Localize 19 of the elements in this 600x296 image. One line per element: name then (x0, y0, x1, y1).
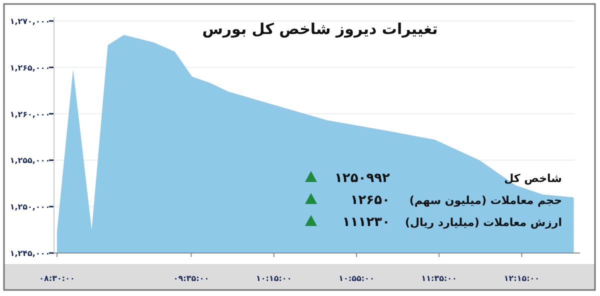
annotation: ۱۲۶۵۰ (350, 193, 390, 208)
x-tick-label: ۱۱:۳۵:۰۰ (421, 274, 457, 283)
annotation: حجم معاملات (میلیون سهم) (409, 194, 562, 207)
y-tick-label: ۱,۲۴۵,۰۰۰ (10, 249, 50, 258)
annotation: ۱۱۱۲۳۰ (342, 215, 390, 230)
x-tick-label: ۰۸:۳۰:۰۰ (39, 274, 75, 283)
x-tick-label: ۱۰:۵۵:۰۰ (338, 274, 374, 283)
x-tick-label: ۱۰:۱۵:۰۰ (256, 274, 292, 283)
annotation: ۱۲۵۰۹۹۲ (334, 171, 390, 186)
annotation: شاخص کل (504, 172, 562, 185)
x-tick-label: ۰۹:۳۵:۰۰ (173, 274, 210, 283)
y-tick-label: ۱,۲۵۰,۰۰۰ (10, 202, 50, 212)
x-tick-label: ۱۲:۱۵:۰۰ (504, 274, 540, 283)
annotation: ارزش معاملات (میلیارد ریال) (404, 216, 562, 229)
y-tick-label: ۱,۲۶۵,۰۰۰ (10, 63, 50, 72)
y-tick-label: ۱,۲۵۵,۰۰۰ (10, 156, 50, 166)
y-tick-label: ۱,۲۶۰,۰۰۰ (10, 110, 50, 119)
chart-title: تغییرات دیروز شاخص کل بورس (202, 20, 438, 38)
y-tick-label: ۱,۲۷۰,۰۰۰ (10, 17, 50, 26)
